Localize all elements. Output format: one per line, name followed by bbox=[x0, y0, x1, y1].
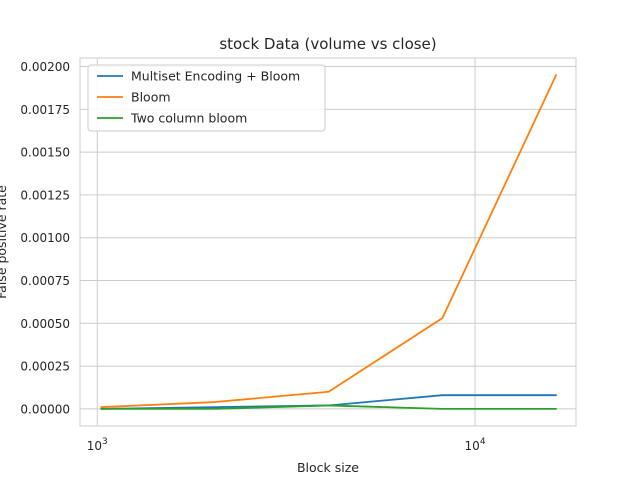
legend-label: Two column bloom bbox=[130, 111, 247, 126]
y-tick-label: 0.00200 bbox=[20, 60, 70, 74]
legend: Multiset Encoding + Bloom Bloom Two column… bbox=[87, 64, 326, 132]
legend-box bbox=[87, 64, 326, 132]
x-tick-label: 104 bbox=[465, 437, 486, 453]
x-tick-label: 103 bbox=[87, 437, 108, 453]
x-axis-label: Block size bbox=[297, 460, 359, 475]
y-tick-label: 0.00000 bbox=[20, 402, 70, 416]
y-tick-label: 0.00125 bbox=[20, 188, 70, 202]
x-axis-ticks: 103 104 bbox=[87, 437, 486, 453]
y-axis-ticks: 0.00000 0.00025 0.00050 0.00075 0.00100 0.001… bbox=[20, 60, 70, 416]
y-tick-label: 0.00025 bbox=[20, 360, 70, 374]
legend-label: Bloom bbox=[131, 90, 171, 105]
y-axis-label: False positive rate bbox=[0, 185, 9, 299]
y-tick-label: 0.00050 bbox=[20, 317, 70, 331]
y-tick-label: 0.00150 bbox=[20, 146, 70, 160]
series-lines bbox=[100, 74, 557, 410]
plot-frame bbox=[79, 57, 577, 427]
legend-label: Multiset Encoding + Bloom bbox=[131, 69, 300, 84]
series-line-1 bbox=[100, 74, 557, 409]
chart-title: stock Data (volume vs close) bbox=[219, 35, 436, 53]
series-line-2 bbox=[100, 404, 557, 410]
y-tick-label: 0.00075 bbox=[20, 274, 70, 288]
y-tick-label: 0.00100 bbox=[20, 231, 70, 245]
y-tick-label: 0.00175 bbox=[20, 103, 70, 117]
